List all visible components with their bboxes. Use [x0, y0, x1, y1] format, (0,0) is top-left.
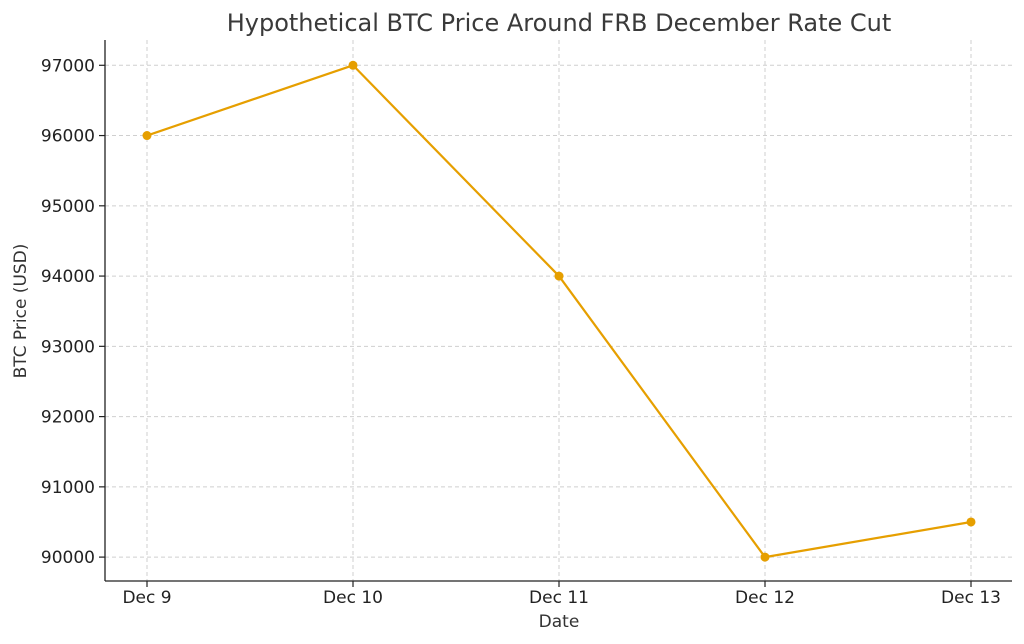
grid: [105, 40, 1012, 581]
y-tick-label: 91000: [41, 478, 95, 498]
x-tick-label: Dec 13: [941, 588, 1001, 608]
x-tick-label: Dec 12: [735, 588, 795, 608]
x-tick-label: Dec 11: [529, 588, 589, 608]
data-point: [348, 60, 358, 70]
data-point: [554, 271, 564, 281]
data-point: [142, 131, 152, 141]
y-tick-label: 94000: [41, 267, 95, 287]
axes: [104, 40, 1012, 582]
y-tick-label: 96000: [41, 127, 95, 147]
y-tick-label: 90000: [41, 548, 95, 568]
chart-title: Hypothetical BTC Price Around FRB Decemb…: [227, 9, 892, 37]
y-axis-label: BTC Price (USD): [11, 244, 31, 379]
y-tick-label: 97000: [41, 56, 95, 76]
data-point: [966, 517, 976, 527]
series-layer: [142, 60, 976, 562]
y-tick-label: 93000: [41, 337, 95, 357]
x-tick-label: Dec 10: [323, 588, 383, 608]
y-tick-label: 95000: [41, 197, 95, 217]
x-tick-label: Dec 9: [122, 588, 171, 608]
ticks: Dec 9 Dec 10 Dec 11 Dec 12 Dec 13 90000 91000 9…: [41, 56, 1001, 608]
y-tick-label: 92000: [41, 408, 95, 428]
x-axis-label: Date: [539, 612, 580, 632]
data-point: [760, 552, 770, 562]
